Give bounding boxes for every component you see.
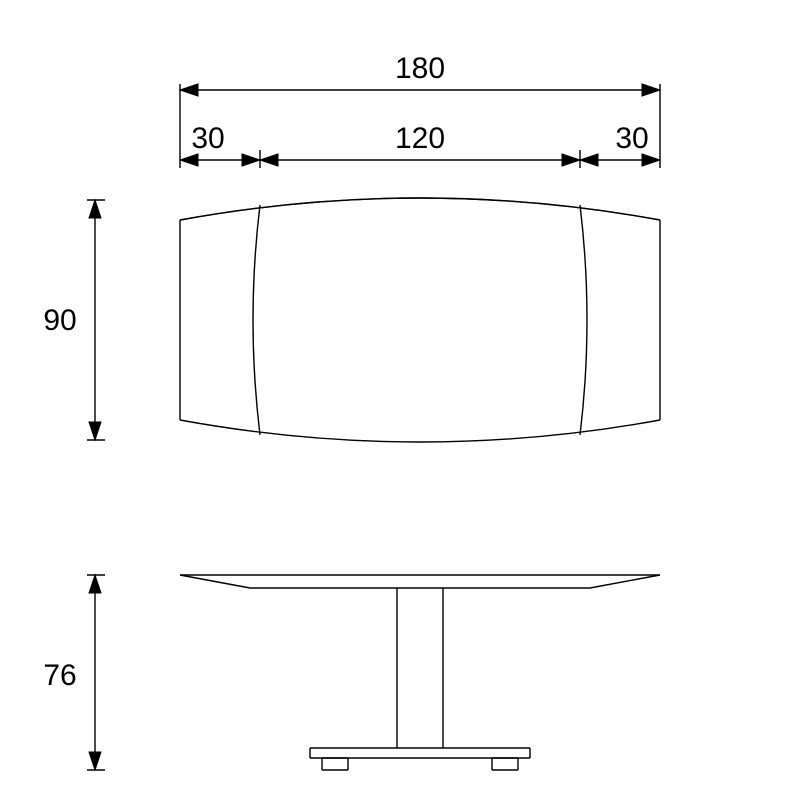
svg-text:30: 30 <box>615 122 648 155</box>
svg-text:90: 90 <box>43 304 76 337</box>
svg-text:30: 30 <box>191 122 224 155</box>
svg-text:180: 180 <box>395 52 445 85</box>
technical-drawing: 180 30 120 30 90 76 <box>0 0 800 800</box>
svg-text:120: 120 <box>395 122 445 155</box>
svg-text:76: 76 <box>43 659 76 692</box>
